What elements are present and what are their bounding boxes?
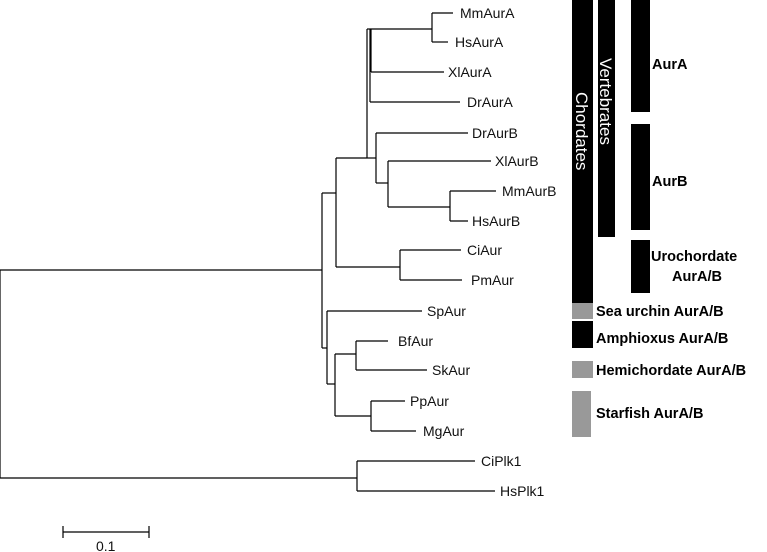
starfish-label: Starfish AurA/B — [596, 406, 703, 422]
urochordate-label-line2: AurA/B — [672, 269, 722, 285]
leaf-spaur: SpAur — [427, 303, 466, 319]
leaf-hsaurb: HsAurB — [472, 213, 520, 229]
leaf-xlaurb: XlAurB — [495, 153, 539, 169]
starfish-bar — [572, 391, 591, 437]
sea-urchin-bar — [572, 303, 593, 319]
hemichordate-label: Hemichordate AurA/B — [596, 363, 746, 379]
leaf-bfaur: BfAur — [398, 333, 433, 349]
leaf-draurb: DrAurB — [472, 125, 518, 141]
scale-bar: 0.1 — [62, 526, 150, 552]
leaf-draura: DrAurA — [467, 94, 514, 110]
aurb-label: AurB — [652, 174, 687, 190]
sea-urchin-label: Sea urchin AurA/B — [596, 304, 724, 320]
aura-label: AurA — [652, 57, 688, 73]
leaf-labels: MmAurA HsAurA XlAurA DrAurA DrAurB XlAur… — [398, 5, 556, 499]
leaf-ciaur: CiAur — [467, 242, 502, 258]
leaf-xlaura: XlAurA — [448, 64, 492, 80]
urochordate-bar — [631, 240, 650, 293]
aurb-bar — [631, 124, 650, 230]
leaf-mgaur: MgAur — [423, 423, 465, 439]
scale-bar-label: 0.1 — [96, 538, 116, 552]
chordates-label: Chordates — [572, 92, 591, 170]
urochordate-label-line1: Urochordate — [651, 249, 737, 265]
group-bars: Chordates Vertebrates AurA AurB Urochord… — [572, 0, 746, 437]
amphioxus-label: Amphioxus AurA/B — [596, 331, 728, 347]
hemichordate-bar — [572, 361, 593, 378]
leaf-hsaura: HsAurA — [455, 34, 504, 50]
leaf-mmaurb: MmAurB — [502, 183, 556, 199]
tree-branches — [0, 12, 496, 492]
amphioxus-bar — [572, 321, 593, 348]
vertebrates-bar — [598, 0, 615, 237]
leaf-pmaur: PmAur — [471, 272, 514, 288]
aura-bar — [631, 0, 650, 112]
leaf-ciplk1: CiPlk1 — [481, 453, 522, 469]
vertebrates-label: Vertebrates — [596, 58, 615, 145]
leaf-hsplk1: HsPlk1 — [500, 483, 545, 499]
chordates-bar — [572, 0, 593, 303]
leaf-ppaur: PpAur — [410, 393, 449, 409]
leaf-mmaura: MmAurA — [460, 5, 515, 21]
leaf-skaur: SkAur — [432, 362, 470, 378]
